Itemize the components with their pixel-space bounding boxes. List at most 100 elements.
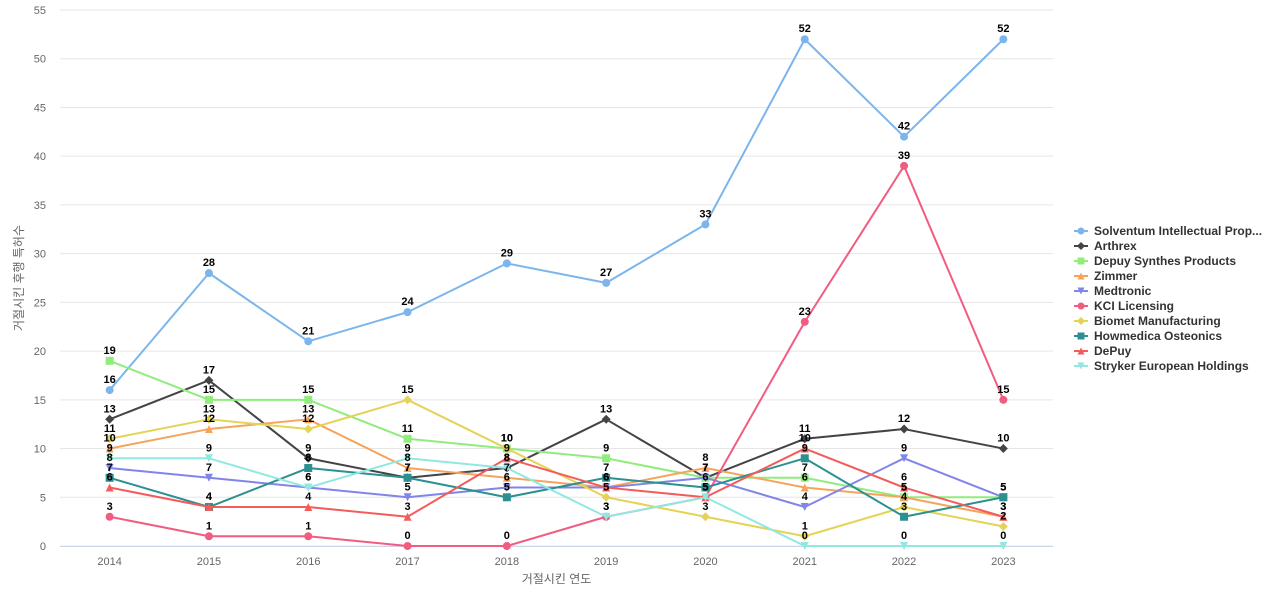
data-point[interactable] xyxy=(502,542,511,550)
data-point[interactable] xyxy=(303,453,313,463)
data-point[interactable] xyxy=(105,454,114,463)
data-point[interactable] xyxy=(998,444,1008,454)
data-point[interactable] xyxy=(602,278,611,287)
series-5[interactable] xyxy=(105,161,1008,550)
data-point[interactable] xyxy=(403,395,413,405)
data-point[interactable] xyxy=(403,542,412,550)
series-line[interactable] xyxy=(109,164,1005,547)
data-point[interactable] xyxy=(800,503,809,512)
data-point[interactable] xyxy=(701,493,710,502)
data-point[interactable] xyxy=(999,35,1008,44)
data-point[interactable] xyxy=(304,532,313,541)
data-point[interactable] xyxy=(403,512,412,521)
data-point[interactable] xyxy=(800,483,809,492)
data-point[interactable] xyxy=(105,386,114,395)
data-point[interactable] xyxy=(999,493,1008,502)
data-point[interactable] xyxy=(204,503,213,512)
legend-item[interactable]: Zimmer xyxy=(1074,269,1138,283)
data-point[interactable] xyxy=(105,483,114,492)
data-point[interactable] xyxy=(900,454,909,463)
data-point[interactable] xyxy=(204,425,213,434)
data-point[interactable] xyxy=(403,308,412,317)
data-point[interactable] xyxy=(304,464,313,473)
data-point[interactable] xyxy=(105,464,114,473)
data-point[interactable] xyxy=(800,444,809,453)
series-7[interactable] xyxy=(105,454,1008,521)
legend-item[interactable]: Medtronic xyxy=(1074,284,1152,298)
data-point[interactable] xyxy=(105,434,115,444)
series-2[interactable] xyxy=(105,356,1008,502)
data-point[interactable] xyxy=(899,502,909,512)
data-point[interactable] xyxy=(502,454,511,463)
legend-item[interactable]: Arthrex xyxy=(1074,239,1137,253)
data-point[interactable] xyxy=(800,317,809,326)
data-point[interactable] xyxy=(502,483,511,492)
data-point[interactable] xyxy=(403,464,412,473)
data-point[interactable] xyxy=(701,220,710,229)
data-point[interactable] xyxy=(304,503,313,512)
series-9[interactable] xyxy=(105,454,1008,550)
data-point[interactable] xyxy=(800,542,809,550)
data-point[interactable] xyxy=(502,444,512,454)
data-point[interactable] xyxy=(602,483,611,492)
data-point[interactable] xyxy=(701,473,710,482)
data-point[interactable] xyxy=(204,454,213,463)
data-point[interactable] xyxy=(800,35,809,44)
data-point[interactable] xyxy=(900,493,909,502)
data-point[interactable] xyxy=(502,464,511,473)
data-point[interactable] xyxy=(204,375,214,385)
data-point[interactable] xyxy=(204,414,214,424)
data-point[interactable] xyxy=(403,473,412,482)
data-point[interactable] xyxy=(403,493,412,502)
data-point[interactable] xyxy=(999,542,1008,550)
data-point[interactable] xyxy=(304,395,313,404)
data-point[interactable] xyxy=(900,483,909,492)
data-point[interactable] xyxy=(403,434,412,443)
data-point[interactable] xyxy=(800,473,809,482)
legend-item[interactable]: Howmedica Osteonics xyxy=(1074,329,1222,343)
data-point[interactable] xyxy=(105,356,114,365)
series-line[interactable] xyxy=(109,359,1004,499)
data-point[interactable] xyxy=(601,492,611,502)
legend-item[interactable]: Stryker European Holdings xyxy=(1074,359,1249,373)
legend-item[interactable]: Solventum Intellectual Prop... xyxy=(1074,224,1262,238)
data-point[interactable] xyxy=(800,531,810,541)
data-point[interactable] xyxy=(602,512,611,521)
data-point[interactable] xyxy=(800,454,809,463)
data-point[interactable] xyxy=(998,522,1008,532)
data-point[interactable] xyxy=(105,444,114,453)
data-point[interactable] xyxy=(701,464,710,473)
data-point[interactable] xyxy=(701,483,710,492)
data-point[interactable] xyxy=(303,424,313,434)
series-1[interactable] xyxy=(105,375,1008,483)
legend-item[interactable]: Depuy Synthes Products xyxy=(1074,254,1236,268)
data-point[interactable] xyxy=(601,414,611,424)
data-point[interactable] xyxy=(304,337,313,346)
series-8[interactable] xyxy=(105,444,1008,521)
data-point[interactable] xyxy=(700,512,710,522)
data-point[interactable] xyxy=(900,512,909,521)
data-point[interactable] xyxy=(105,414,115,424)
data-point[interactable] xyxy=(900,132,909,141)
data-point[interactable] xyxy=(304,483,313,492)
data-point[interactable] xyxy=(900,161,909,170)
data-point[interactable] xyxy=(502,259,511,268)
data-point[interactable] xyxy=(304,415,313,424)
data-point[interactable] xyxy=(602,473,611,482)
data-point[interactable] xyxy=(105,473,114,482)
data-point[interactable] xyxy=(105,512,114,521)
legend-item[interactable]: KCI Licensing xyxy=(1074,299,1174,313)
data-point[interactable] xyxy=(999,395,1008,404)
data-point[interactable] xyxy=(602,454,611,463)
data-point[interactable] xyxy=(899,424,909,434)
data-point[interactable] xyxy=(900,542,909,550)
data-point[interactable] xyxy=(502,493,511,502)
series-line[interactable] xyxy=(109,457,1004,547)
data-point[interactable] xyxy=(204,269,213,278)
series-line[interactable] xyxy=(109,379,1004,479)
series-line[interactable] xyxy=(109,457,1004,518)
legend-item[interactable]: DePuy xyxy=(1074,344,1132,358)
series-0[interactable] xyxy=(105,35,1008,395)
data-point[interactable] xyxy=(800,434,810,444)
data-point[interactable] xyxy=(403,454,412,463)
